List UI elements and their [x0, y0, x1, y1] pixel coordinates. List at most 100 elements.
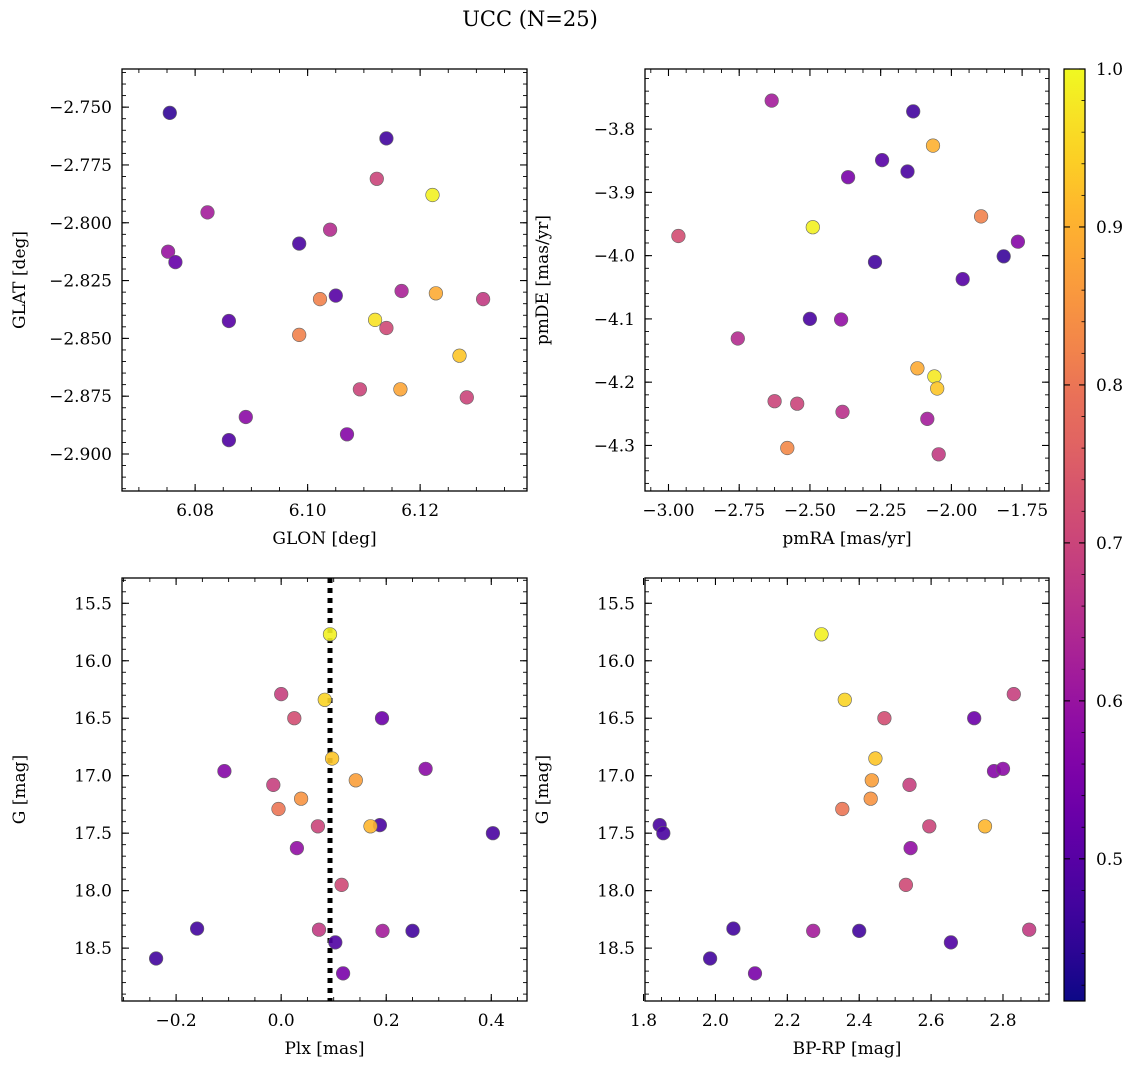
data-point — [287, 711, 302, 726]
data-point — [996, 249, 1011, 264]
data-point — [221, 433, 236, 448]
y-axis-label: pmDE [mas/yr] — [533, 215, 553, 345]
y-tick-label: −4.0 — [594, 247, 635, 267]
x-tick-label: 6.12 — [401, 501, 439, 521]
bprp-g-axes: 1.8 2.0 2.2 2.4 2.6 2.8 15.5 16.0 16.5 17.0 17.5 18… — [533, 577, 1050, 1059]
data-point — [363, 819, 378, 834]
data-point — [806, 923, 821, 939]
data-point — [311, 922, 327, 937]
colorbar-tick-label: 0.9 — [1096, 218, 1123, 238]
data-point — [375, 923, 390, 939]
x-tick-label: 0.2 — [373, 1011, 400, 1031]
data-point — [790, 396, 805, 411]
data-point — [394, 283, 409, 299]
x-tick-label: 2.4 — [846, 1011, 873, 1031]
y-tick-label: 16.0 — [597, 652, 635, 672]
data-point — [322, 627, 338, 642]
data-point — [323, 222, 338, 237]
data-point — [867, 254, 883, 270]
data-point — [920, 411, 935, 427]
data-point — [967, 711, 982, 726]
x-tick-label: 6.10 — [289, 501, 327, 521]
y-tick-label: 16.5 — [597, 709, 635, 729]
data-point — [379, 320, 394, 336]
data-point — [943, 935, 959, 950]
axes-frame — [121, 577, 528, 1002]
bprp-g-points — [652, 627, 1037, 981]
data-point — [898, 877, 914, 893]
colorbar: 0.5 0.6 0.7 0.8 0.9 1.0 — [1063, 60, 1123, 1002]
y-tick-label: −4.1 — [594, 310, 635, 330]
data-point — [161, 244, 176, 259]
data-point — [292, 236, 307, 251]
data-point — [955, 272, 970, 287]
x-tick-label: −2.25 — [855, 501, 907, 521]
x-tick-label: 2.6 — [918, 1011, 945, 1031]
data-point — [1010, 234, 1026, 249]
data-point — [726, 921, 741, 936]
glon-glat-points — [161, 105, 491, 448]
data-point — [217, 763, 232, 779]
data-point — [863, 791, 878, 806]
data-point — [428, 286, 444, 301]
data-point — [485, 826, 501, 841]
y-tick-label: 16.5 — [74, 709, 112, 729]
data-point — [1022, 922, 1037, 937]
x-axis-label: GLON [deg] — [272, 529, 376, 549]
data-point — [266, 777, 281, 793]
glon-glat-axes: 6.08 6.10 6.12 −2.750 −2.775 −2.800 −2.825 −2.8… — [10, 68, 528, 549]
y-tick-label: 18.5 — [74, 939, 112, 959]
x-axis-label: Plx [mas] — [284, 1039, 364, 1059]
data-point — [274, 686, 289, 702]
data-point — [767, 394, 782, 409]
y-tick-label: −2.850 — [49, 329, 112, 349]
y-tick-label: 18.0 — [74, 882, 112, 902]
x-tick-label: 0.0 — [268, 1011, 295, 1031]
data-point — [930, 381, 945, 396]
data-point — [656, 826, 671, 841]
y-tick-label: −2.800 — [49, 214, 112, 234]
y-tick-label: 18.5 — [597, 939, 635, 959]
y-axis-label: G [mag] — [533, 755, 553, 824]
data-point — [238, 409, 253, 425]
panel-pmra-pmde: −3.00 −2.75 −2.50 −2.25 −2.00 −1.75 −3.8 −3.9 −4… — [533, 68, 1050, 549]
data-point — [348, 773, 363, 788]
colorbar-tick-label: 0.8 — [1096, 376, 1123, 396]
data-point — [289, 840, 305, 856]
data-point — [271, 801, 286, 817]
data-point — [452, 348, 467, 363]
data-point — [149, 951, 164, 966]
data-point — [995, 761, 1011, 776]
colorbar-axis: 0.5 0.6 0.7 0.8 0.9 1.0 — [1064, 60, 1123, 986]
y-tick-label: −4.3 — [594, 436, 635, 456]
x-tick-label: 2.2 — [774, 1011, 801, 1031]
colorbar-tick-label: 0.6 — [1096, 692, 1123, 712]
panel-glon-glat: 6.08 6.10 6.12 −2.750 −2.775 −2.800 −2.825 −2.8… — [10, 68, 528, 549]
data-point — [369, 171, 384, 186]
data-point — [190, 921, 205, 936]
data-point — [730, 331, 745, 346]
y-tick-label: −4.2 — [594, 373, 635, 393]
y-tick-label: −2.875 — [49, 387, 112, 407]
x-tick-label: −2.75 — [713, 501, 765, 521]
data-point — [425, 187, 440, 203]
data-point — [352, 382, 368, 397]
data-point — [906, 104, 921, 119]
data-point — [328, 935, 343, 950]
data-point — [877, 711, 892, 726]
data-point — [903, 840, 918, 856]
data-point — [325, 751, 340, 766]
axes-frame — [644, 68, 1050, 492]
y-tick-label: 17.5 — [74, 824, 112, 844]
x-tick-label: 2.8 — [989, 1011, 1016, 1031]
x-tick-label: 0.4 — [478, 1011, 505, 1031]
x-tick-label: 6.08 — [176, 501, 214, 521]
y-tick-label: −2.775 — [49, 156, 112, 176]
y-tick-label: 17.0 — [74, 767, 112, 787]
data-point — [476, 292, 491, 307]
data-point — [336, 966, 351, 981]
y-tick-label: 17.5 — [597, 824, 635, 844]
data-point — [764, 93, 779, 108]
panel-bprp-g: 1.8 2.0 2.2 2.4 2.6 2.8 15.5 16.0 16.5 17.0 17.5 18… — [533, 577, 1050, 1059]
x-tick-label: −2.50 — [784, 501, 836, 521]
